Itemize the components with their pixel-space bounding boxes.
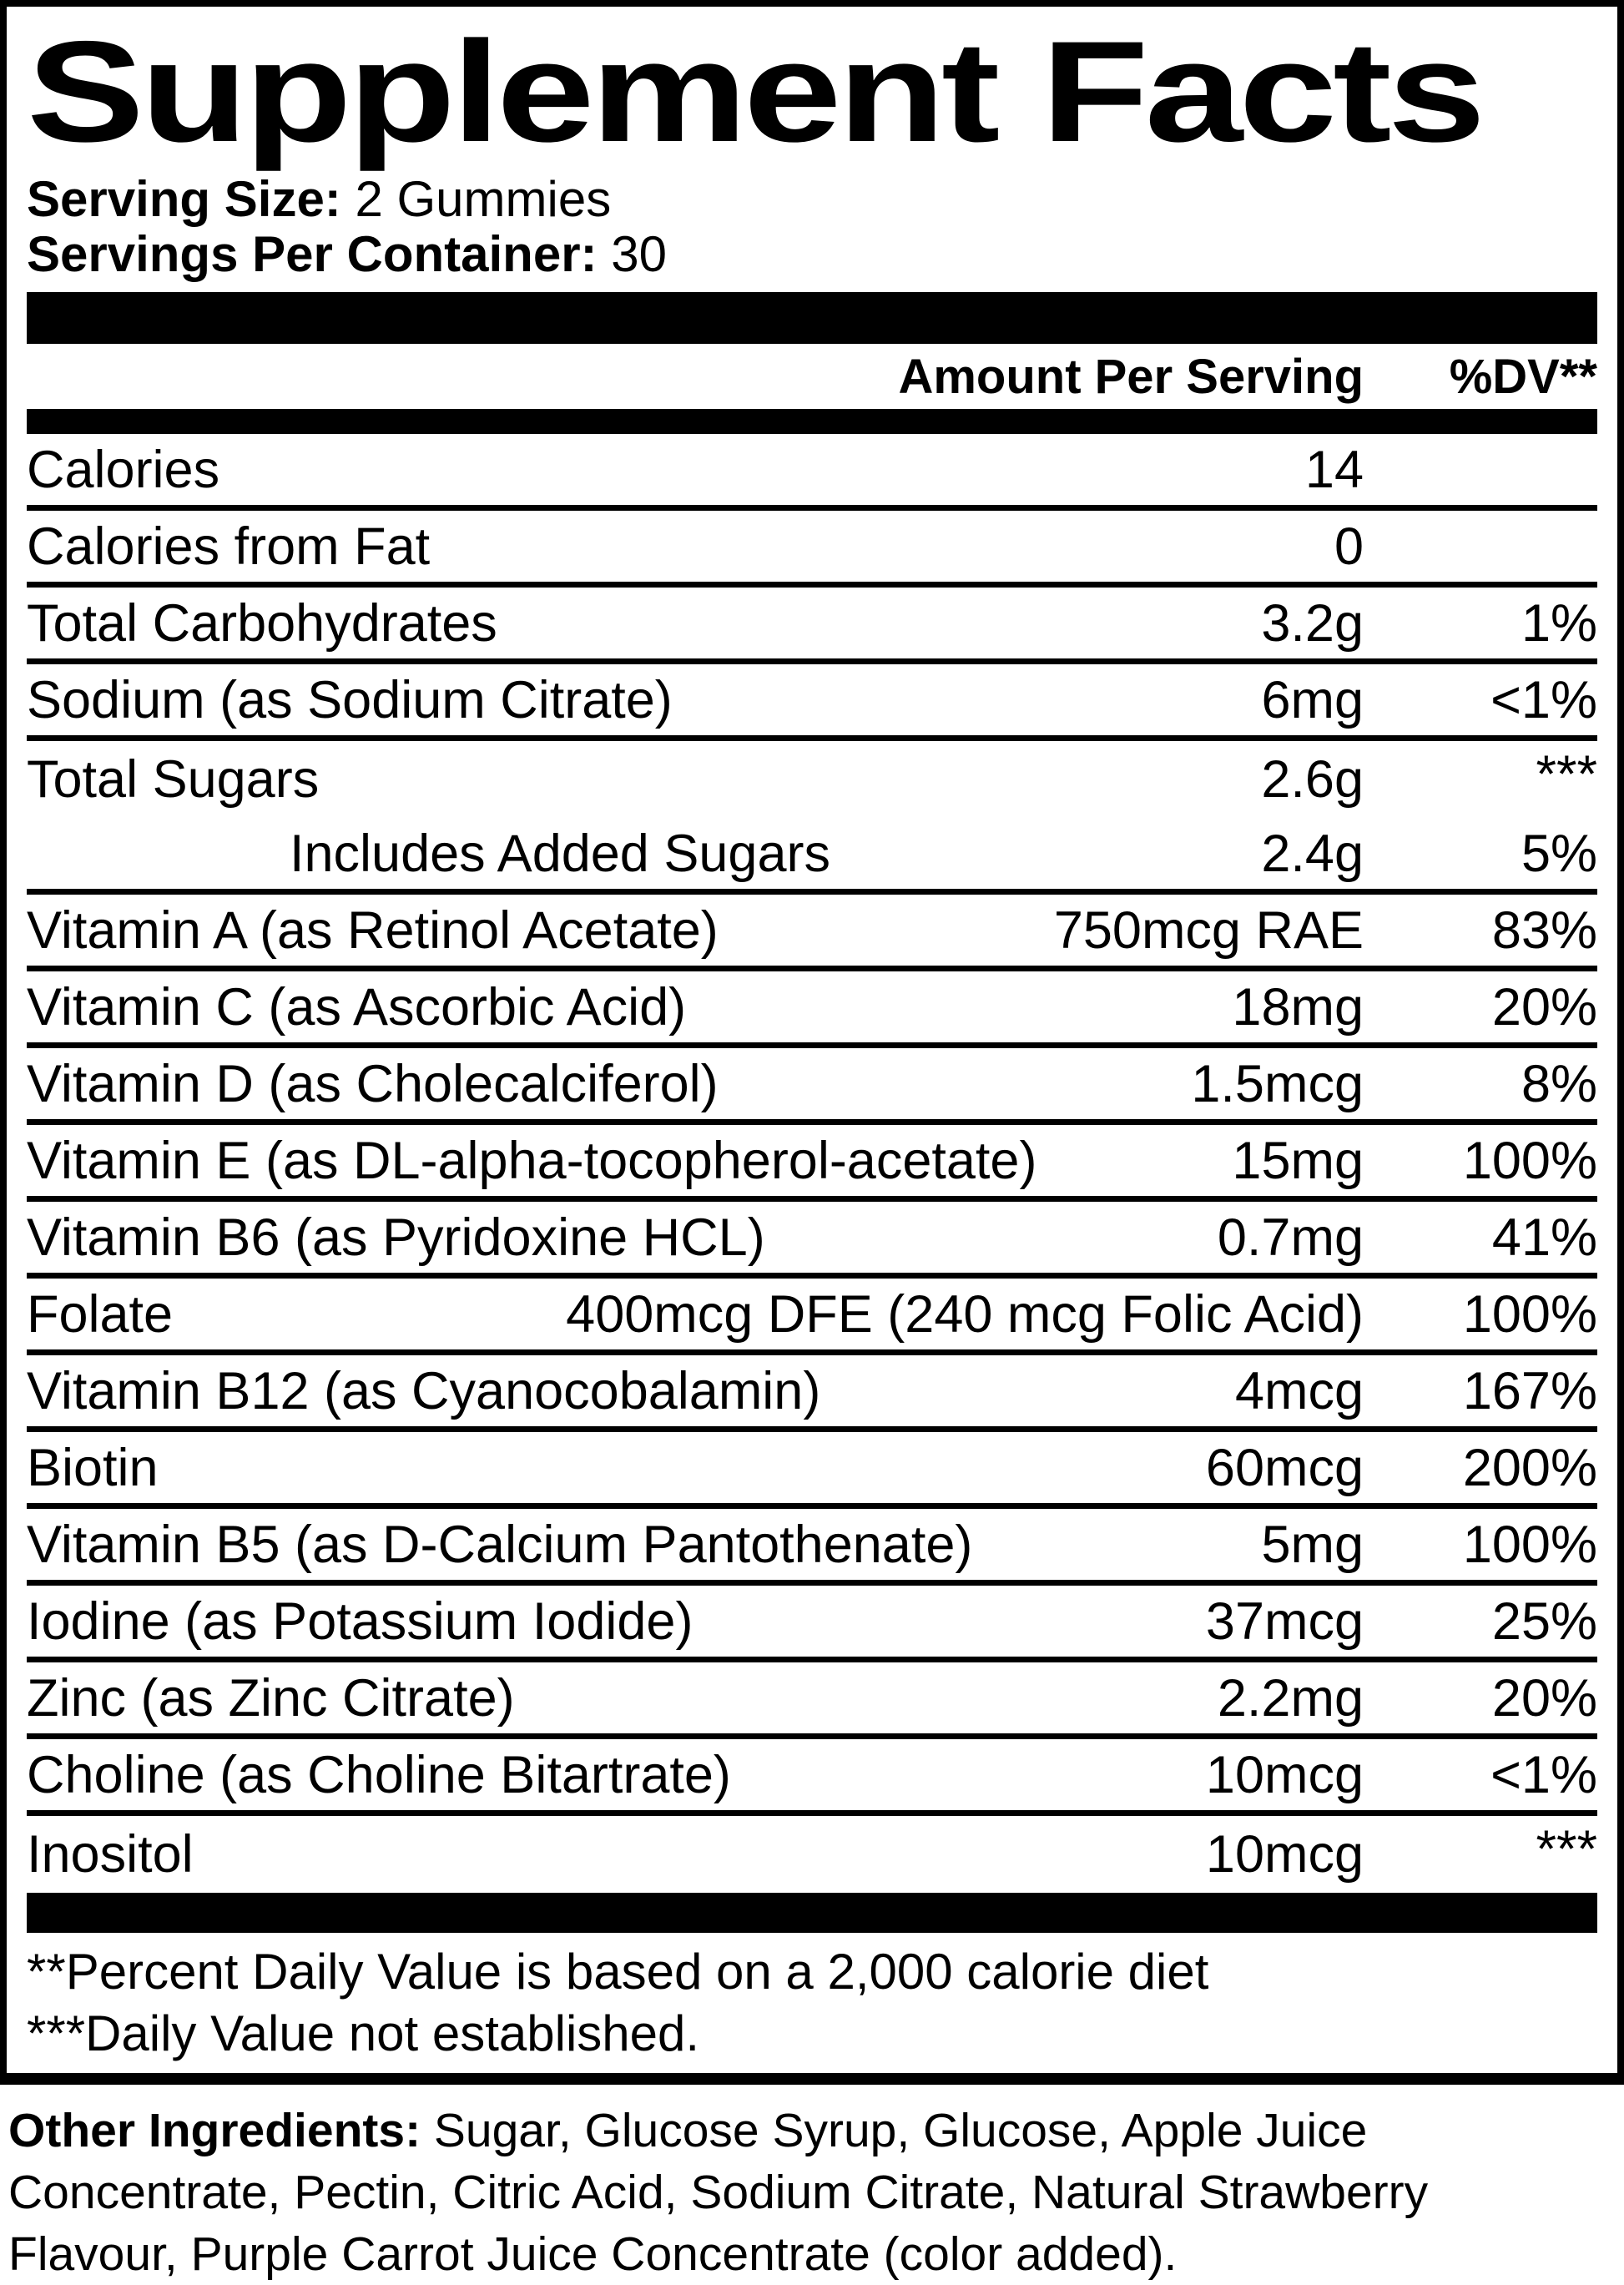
servings-per-container-line: Servings Per Container: 30 xyxy=(27,227,1597,282)
nutrient-name: Choline (as Choline Bitartrate) xyxy=(27,1745,731,1804)
table-row: Vitamin B6 (as Pyridoxine HCL) 0.7mg 41% xyxy=(27,1202,1597,1279)
nutrient-dv: 100% xyxy=(1462,1284,1597,1344)
nutrient-name: Vitamin B6 (as Pyridoxine HCL) xyxy=(27,1208,765,1267)
nutrient-name: Vitamin B12 (as Cyanocobalamin) xyxy=(27,1361,821,1420)
table-row: Biotin 60mcg 200% xyxy=(27,1432,1597,1509)
nutrient-name: Calories from Fat xyxy=(27,517,431,576)
nutrient-dv: 20% xyxy=(1491,1668,1597,1728)
table-row: Folate 400mcg DFE (240 mcg Folic Acid) 100… xyxy=(27,1279,1597,1355)
nutrient-dv: 83% xyxy=(1491,900,1597,960)
nutrient-dv: 8% xyxy=(1521,1054,1597,1113)
nutrient-name: Iodine (as Potassium Iodide) xyxy=(27,1591,693,1651)
serving-size-line: Serving Size: 2 Gummies xyxy=(27,172,1597,227)
table-row: Vitamin C (as Ascorbic Acid) 18mg 20% xyxy=(27,971,1597,1048)
footnote-not-established: ***Daily Value not established. xyxy=(27,2005,700,2061)
facts-rows: Calories 14 Calories from Fat 0 Total Carboh… xyxy=(27,434,1597,1893)
serving-size-value: 2 Gummies xyxy=(340,171,612,227)
nutrient-dv: *** xyxy=(1536,745,1597,804)
nutrient-amount: 4mcg xyxy=(1234,1361,1364,1420)
nutrient-dv: 25% xyxy=(1491,1591,1597,1651)
nutrient-dv: <1% xyxy=(1490,1745,1597,1804)
nutrient-amount: 37mcg xyxy=(1205,1591,1364,1651)
nutrient-name: Sodium (as Sodium Citrate) xyxy=(27,670,673,729)
table-row: Vitamin D (as Cholecalciferol) 1.5mcg 8% xyxy=(27,1048,1597,1125)
nutrient-name: Inositol xyxy=(27,1825,194,1884)
servings-per-container-value: 30 xyxy=(597,226,667,282)
nutrient-amount: 18mg xyxy=(1232,977,1364,1037)
nutrient-name: Biotin xyxy=(27,1438,159,1497)
divider-bar-top xyxy=(27,292,1597,344)
nutrient-amount: 3.2g xyxy=(1261,593,1364,653)
nutrient-amount: 10mcg xyxy=(1205,1825,1364,1884)
nutrient-amount: 0 xyxy=(1334,517,1364,576)
nutrient-amount: 10mcg xyxy=(1205,1745,1364,1804)
nutrient-name: Calories xyxy=(27,440,220,499)
dv-header: %DV** xyxy=(1449,349,1597,404)
table-row: Vitamin B12 (as Cyanocobalamin) 4mcg 167% xyxy=(27,1355,1597,1432)
servings-per-container-label: Servings Per Container: xyxy=(27,226,598,282)
table-row: Iodine (as Potassium Iodide) 37mcg 25% xyxy=(27,1586,1597,1662)
other-ingredients: Other Ingredients: Sugar, Glucose Syrup,… xyxy=(8,2100,1599,2285)
table-row: Vitamin E (as DL-alpha-tocopherol-acetat… xyxy=(27,1125,1597,1202)
nutrient-amount: 5mg xyxy=(1261,1515,1364,1574)
nutrient-amount: 14 xyxy=(1304,440,1364,499)
table-row: Choline (as Choline Bitartrate) 10mcg <1% xyxy=(27,1739,1597,1816)
nutrient-amount: 2.6g xyxy=(1261,750,1364,809)
footnotes: **Percent Daily Value is based on a 2,00… xyxy=(27,1933,1597,2065)
table-row: Total Sugars 2.6g *** xyxy=(27,741,1597,818)
nutrient-name: Vitamin A (as Retinol Acetate) xyxy=(27,900,719,960)
nutrient-name: Zinc (as Zinc Citrate) xyxy=(27,1668,515,1728)
divider-bar-header xyxy=(27,409,1597,434)
nutrient-dv: 167% xyxy=(1462,1361,1597,1420)
supplement-facts-panel: Supplement Facts Serving Size: 2 Gummies… xyxy=(0,0,1624,2085)
nutrient-amount: 15mg xyxy=(1232,1131,1364,1190)
nutrient-dv: 1% xyxy=(1521,593,1597,653)
nutrient-amount: 750mcg RAE xyxy=(1053,900,1364,960)
nutrient-dv: *** xyxy=(1536,1820,1597,1879)
table-row: Calories 14 xyxy=(27,434,1597,511)
nutrient-name: Vitamin E (as DL-alpha-tocopherol-acetat… xyxy=(27,1131,1037,1190)
nutrient-amount: 400mcg DFE (240 mcg Folic Acid) xyxy=(566,1284,1364,1344)
serving-size-label: Serving Size: xyxy=(27,171,341,227)
table-row: Calories from Fat 0 xyxy=(27,511,1597,588)
nutrient-name: Total Carbohydrates xyxy=(27,593,497,653)
table-row: Includes Added Sugars 2.4g 5% xyxy=(27,818,1597,895)
nutrient-dv: <1% xyxy=(1490,670,1597,729)
nutrient-amount: 1.5mcg xyxy=(1191,1054,1364,1113)
nutrient-dv: 100% xyxy=(1462,1131,1597,1190)
nutrient-dv: 20% xyxy=(1491,977,1597,1037)
other-ingredients-text: Sugar, Glucose Syrup, Glucose, Apple Jui… xyxy=(8,2104,1429,2281)
divider-bar-bottom xyxy=(27,1893,1597,1933)
nutrient-dv: 100% xyxy=(1462,1515,1597,1574)
nutrient-name: Vitamin D (as Cholecalciferol) xyxy=(27,1054,719,1113)
table-row: Sodium (as Sodium Citrate) 6mg <1% xyxy=(27,664,1597,741)
other-ingredients-label: Other Ingredients: xyxy=(8,2104,421,2157)
nutrient-amount: 2.2mg xyxy=(1217,1668,1364,1728)
table-header-row: Amount Per Serving %DV** xyxy=(27,344,1597,409)
nutrient-amount: 0.7mg xyxy=(1217,1208,1364,1267)
table-row: Vitamin A (as Retinol Acetate) 750mcg RAE… xyxy=(27,895,1597,971)
table-row: Zinc (as Zinc Citrate) 2.2mg 20% xyxy=(27,1662,1597,1739)
nutrient-dv: 41% xyxy=(1491,1208,1597,1267)
nutrient-dv: 5% xyxy=(1521,824,1597,883)
nutrient-name: Vitamin C (as Ascorbic Acid) xyxy=(27,977,687,1037)
nutrient-amount: 60mcg xyxy=(1205,1438,1364,1497)
nutrient-name: Total Sugars xyxy=(27,750,320,809)
table-row: Inositol 10mcg *** xyxy=(27,1816,1597,1893)
table-row: Vitamin B5 (as D-Calcium Pantothenate) 5m… xyxy=(27,1509,1597,1586)
nutrient-name: Vitamin B5 (as D-Calcium Pantothenate) xyxy=(27,1515,973,1574)
table-row: Total Carbohydrates 3.2g 1% xyxy=(27,588,1597,664)
panel-title: Supplement Facts xyxy=(27,12,1485,172)
nutrient-name: Includes Added Sugars xyxy=(290,824,830,883)
amount-per-serving-header: Amount Per Serving xyxy=(898,349,1364,404)
nutrient-amount: 6mg xyxy=(1261,670,1364,729)
footnote-daily-value: **Percent Daily Value is based on a 2,00… xyxy=(27,1944,1209,2000)
nutrient-amount: 2.4g xyxy=(1261,824,1364,883)
nutrient-name: Folate xyxy=(27,1284,174,1344)
nutrient-dv: 200% xyxy=(1462,1438,1597,1497)
